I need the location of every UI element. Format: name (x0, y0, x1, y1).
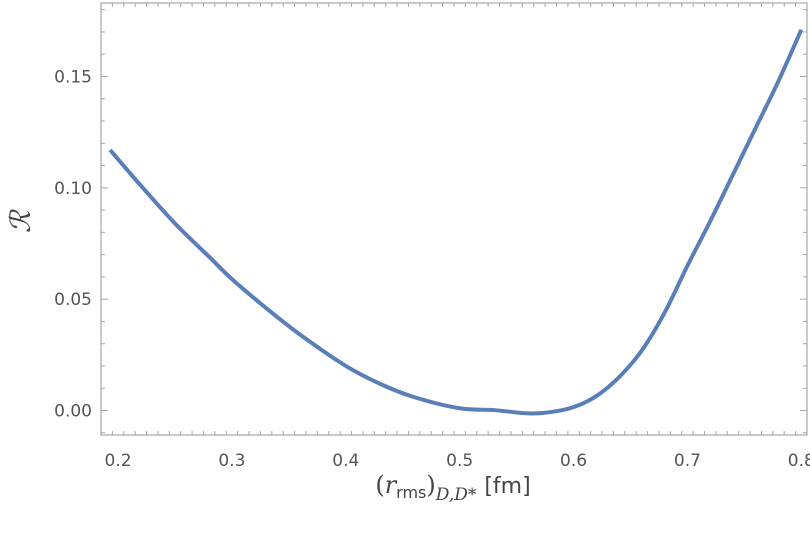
y-tick-label: 0.15 (54, 67, 92, 87)
y-tick-label: 0.10 (54, 179, 92, 199)
series-line (108, 28, 804, 416)
x-tick-label: 0.7 (674, 451, 701, 471)
x-tick-label: 0.6 (560, 451, 587, 471)
y-tick-label: 0.00 (54, 402, 92, 422)
series-layer (108, 28, 804, 416)
x-axis-ticks: 0.2 0.3 0.4 0.5 0.6 0.7 0.8 (100, 3, 810, 471)
x-tick-label: 0.4 (332, 451, 359, 471)
y-tick-label: 0.05 (54, 290, 92, 310)
y-axis-title: ℛ (4, 209, 37, 233)
x-tick-label: 0.3 (218, 451, 245, 471)
x-axis-title: (rrms)D,D* [fm] (375, 471, 530, 505)
plot-frame (100, 2, 808, 436)
x-tick-label: 0.8 (788, 451, 810, 471)
x-tick-label: 0.5 (446, 451, 473, 471)
y-axis-ticks: 0.00 0.05 0.10 0.15 (54, 9, 807, 434)
x-tick-label: 0.2 (105, 451, 132, 471)
